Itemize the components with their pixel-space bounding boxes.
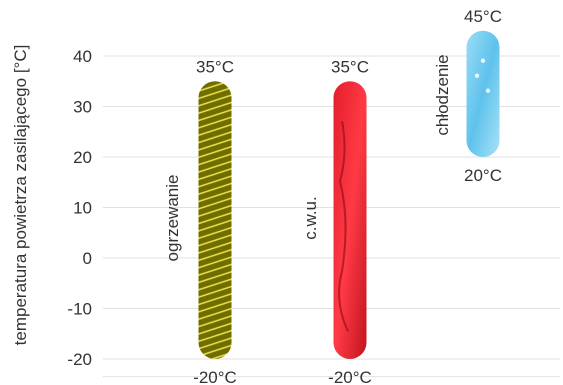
- bar-min-label: -20°C: [328, 368, 372, 385]
- bars: 35°C -20°C ogrzewanie 35°C -20°C c.w.u. 45°C 20…: [163, 7, 502, 385]
- y-axis-ticks: -20 -10 0 10 20 30 40: [67, 47, 92, 369]
- bar-max-label: 35°C: [196, 57, 234, 76]
- bar-min-label: -20°C: [193, 368, 237, 385]
- bar-min-label: 20°C: [464, 166, 502, 185]
- bar-category-label: c.w.u.: [301, 196, 320, 239]
- bar-group-2: 35°C -20°C c.w.u.: [301, 57, 372, 385]
- y-tick-label: 0: [83, 249, 92, 268]
- range-bar: [198, 81, 232, 359]
- range-bar: [466, 30, 500, 157]
- y-tick-label: 30: [73, 98, 92, 117]
- bar-category-label: ogrzewanie: [163, 175, 182, 262]
- y-tick-label: -20: [67, 350, 92, 369]
- bar-group-1: 35°C -20°C ogrzewanie: [163, 57, 237, 385]
- bar-category-label: chłodzenie: [433, 54, 452, 135]
- y-tick-label: 20: [73, 148, 92, 167]
- ice-sparkle: [485, 88, 491, 93]
- gridlines: [103, 55, 560, 378]
- y-tick-label: 10: [73, 199, 92, 218]
- ice-sparkle: [474, 73, 480, 78]
- bar-max-label: 45°C: [464, 7, 502, 26]
- ice-sparkle: [480, 58, 486, 63]
- y-tick-label: 40: [73, 47, 92, 66]
- range-bar: [333, 81, 367, 359]
- y-tick-label: -10: [67, 300, 92, 319]
- water-splash-texture: [338, 121, 349, 332]
- y-axis-label: temperatura powietrza zasilającego [°C]: [11, 45, 30, 346]
- bar-max-label: 35°C: [331, 57, 369, 76]
- bar-group-3: 45°C 20°C chłodzenie: [433, 7, 502, 185]
